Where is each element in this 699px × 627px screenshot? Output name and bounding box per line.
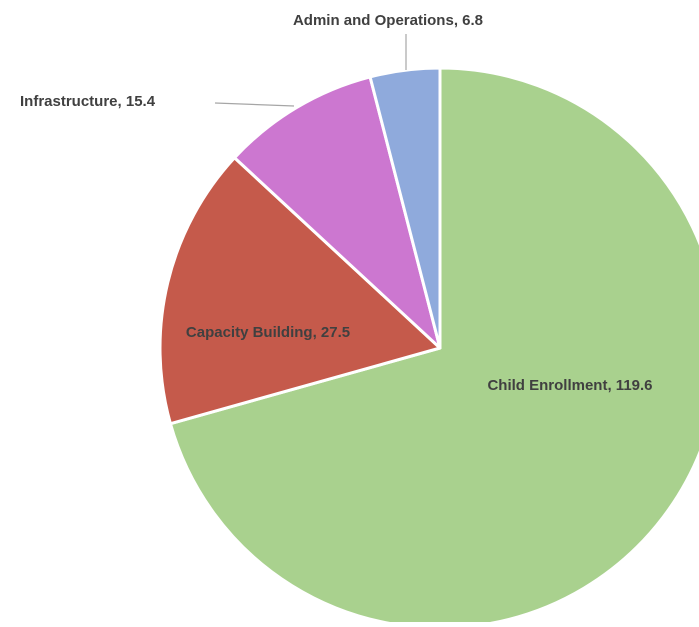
data-label-child-enrollment: Child Enrollment, 119.6	[487, 377, 652, 394]
leader-lines-layer	[214, 34, 407, 107]
pie-slice-infrastructure	[233, 75, 442, 350]
data-label-infrastructure: Infrastructure, 15.4	[20, 93, 156, 110]
leader-line-infrastructure	[214, 102, 295, 107]
slices-layer	[158, 66, 699, 627]
data-labels-layer: Child Enrollment, 119.6 Capacity Building…	[20, 12, 653, 394]
pie-slice-capacity-building	[158, 156, 442, 426]
data-label-admin-and-operations: Admin and Operations, 6.8	[293, 12, 483, 29]
pie-slice-child-enrollment	[168, 66, 699, 627]
data-label-capacity-building: Capacity Building, 27.5	[186, 324, 350, 341]
pie-slice-admin-and-operations	[368, 66, 442, 350]
